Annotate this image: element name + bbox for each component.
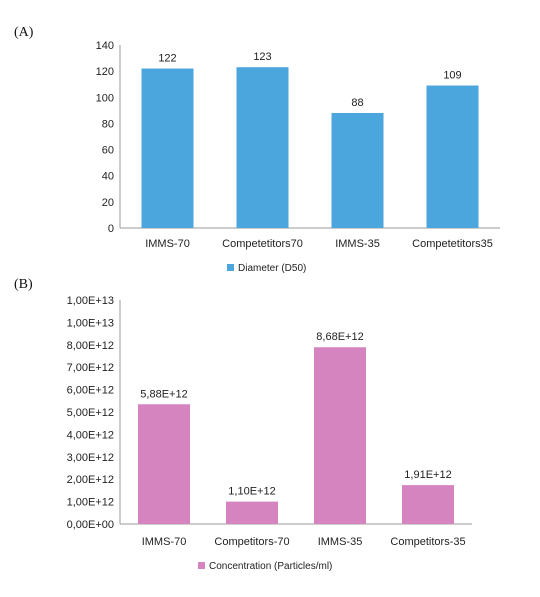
x-category-label: IMMS-35 bbox=[335, 238, 380, 250]
x-category-label: Competitors-70 bbox=[214, 536, 289, 548]
panel-label-b: (B) bbox=[14, 277, 33, 292]
y-tick-label: 60 bbox=[102, 145, 114, 157]
bar bbox=[314, 347, 366, 524]
y-tick-label: 7,00E+12 bbox=[67, 362, 114, 374]
y-tick-label: 120 bbox=[96, 66, 114, 78]
data-label: 1,10E+12 bbox=[228, 486, 275, 498]
y-tick-label: 0,00E+00 bbox=[67, 519, 114, 531]
bar bbox=[331, 112, 384, 228]
x-category-label: IMMS-35 bbox=[318, 536, 363, 548]
y-tick-label: 1,00E+13 bbox=[67, 295, 114, 307]
y-tick-label: 5,00E+12 bbox=[67, 407, 114, 419]
data-label: 5,88E+12 bbox=[140, 388, 187, 400]
x-category-label: IMMS-70 bbox=[142, 536, 187, 548]
y-tick-label: 100 bbox=[96, 92, 114, 104]
y-tick-label: 0 bbox=[108, 223, 114, 235]
bar bbox=[426, 85, 479, 229]
y-tick-label: 80 bbox=[102, 118, 114, 130]
y-tick-label: 8,00E+12 bbox=[67, 340, 114, 352]
y-tick-label: 20 bbox=[102, 197, 114, 209]
legend-label: Concentration (Particles/ml) bbox=[209, 561, 332, 572]
x-category-label: IMMS-70 bbox=[145, 238, 190, 250]
x-category-label: Competitors-35 bbox=[390, 536, 465, 548]
legend-label: Diameter (D50) bbox=[238, 263, 306, 274]
chart-a: 0 20 40 60 80 100 120 140 122 IMMS-70 123 Competeti… bbox=[96, 40, 500, 274]
bar bbox=[138, 404, 190, 524]
y-tick-label: 2,00E+12 bbox=[67, 474, 114, 486]
y-tick-label: 4,00E+12 bbox=[67, 429, 114, 441]
legend-swatch bbox=[198, 562, 205, 569]
data-label: 122 bbox=[158, 53, 176, 65]
bar bbox=[236, 67, 289, 228]
data-label: 8,68E+12 bbox=[316, 331, 363, 343]
y-tick-label: 1,00E+12 bbox=[67, 497, 114, 509]
bar bbox=[141, 68, 194, 229]
y-tick-label: 1,00E+13 bbox=[67, 317, 114, 329]
y-tick-label: 140 bbox=[96, 40, 114, 52]
data-label: 109 bbox=[443, 70, 461, 82]
legend-swatch bbox=[227, 264, 234, 271]
data-label: 1,91E+12 bbox=[404, 469, 451, 481]
bar bbox=[226, 501, 278, 524]
y-tick-label: 3,00E+12 bbox=[67, 452, 114, 464]
x-category-label: Competetitors35 bbox=[412, 238, 493, 250]
y-tick-label: 6,00E+12 bbox=[67, 385, 114, 397]
bar bbox=[402, 485, 454, 524]
chart-b: 0,00E+00 1,00E+12 2,00E+12 3,00E+12 4,00E+12… bbox=[67, 295, 472, 572]
data-label: 88 bbox=[351, 97, 363, 109]
x-category-label: Competetitors70 bbox=[222, 238, 303, 250]
y-tick-label: 40 bbox=[102, 171, 114, 183]
data-label: 123 bbox=[253, 51, 271, 63]
panel-label-a: (A) bbox=[14, 25, 34, 40]
